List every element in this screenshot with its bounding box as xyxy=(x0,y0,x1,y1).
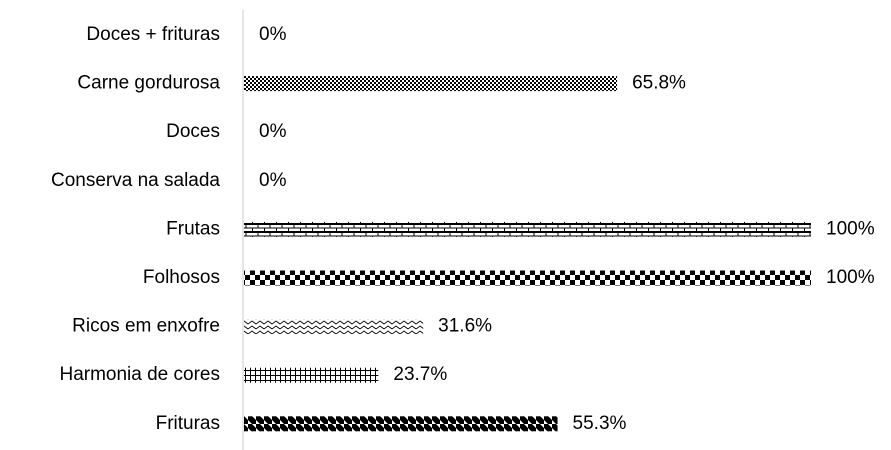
bar xyxy=(244,221,811,237)
value-label: 23.7% xyxy=(393,364,447,385)
bars-layer xyxy=(244,76,811,432)
category-label: Frutas xyxy=(166,218,220,239)
value-label: 65.8% xyxy=(632,73,686,94)
value-label: 0% xyxy=(259,24,287,45)
value-label: 0% xyxy=(259,170,287,191)
category-label: Conserva na salada xyxy=(51,170,220,191)
category-label: Carne gordurosa xyxy=(77,73,220,94)
bar xyxy=(244,367,379,383)
value-label: 100% xyxy=(826,218,875,239)
category-label: Doces xyxy=(166,121,220,142)
category-label: Folhosos xyxy=(143,267,220,288)
category-label: Frituras xyxy=(156,413,220,434)
value-label: 31.6% xyxy=(438,316,492,337)
bar xyxy=(244,270,811,286)
category-label: Ricos em enxofre xyxy=(72,316,220,337)
value-label: 0% xyxy=(259,121,287,142)
value-label: 100% xyxy=(826,267,875,288)
bar xyxy=(244,416,558,432)
category-label: Doces + frituras xyxy=(86,24,220,45)
bar xyxy=(244,76,618,92)
bar xyxy=(244,319,424,335)
value-label: 55.3% xyxy=(573,413,627,434)
category-label: Harmonia de cores xyxy=(59,364,220,385)
labels-layer: Doces + frituras 0% Carne gordurosa 65.8% Do… xyxy=(51,24,875,434)
